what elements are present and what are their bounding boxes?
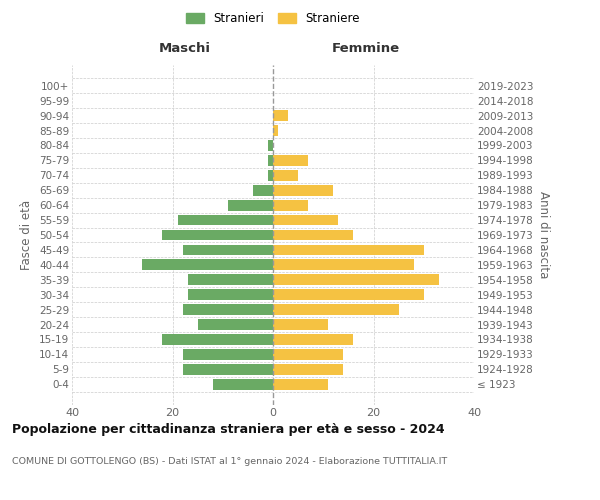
Bar	[182, 349, 273, 360]
Bar	[273, 230, 353, 240]
Bar	[188, 274, 273, 285]
Bar	[182, 364, 273, 374]
Text: Popolazione per cittadinanza straniera per età e sesso - 2024: Popolazione per cittadinanza straniera p…	[12, 422, 445, 436]
Y-axis label: Anni di nascita: Anni di nascita	[537, 192, 550, 278]
Bar	[212, 379, 273, 390]
Bar	[273, 244, 424, 256]
Bar	[273, 364, 343, 374]
Legend: Stranieri, Straniere: Stranieri, Straniere	[182, 8, 364, 28]
Bar	[273, 349, 343, 360]
Bar	[273, 274, 439, 285]
Bar	[273, 290, 424, 300]
Bar	[273, 304, 398, 315]
Bar	[273, 319, 328, 330]
Bar	[273, 170, 298, 180]
Bar	[273, 260, 414, 270]
Bar	[273, 200, 308, 210]
Bar	[268, 140, 273, 151]
Bar	[182, 244, 273, 256]
Text: Femmine: Femmine	[331, 42, 400, 55]
Bar	[142, 260, 273, 270]
Bar	[163, 230, 273, 240]
Bar	[163, 334, 273, 345]
Text: COMUNE DI GOTTOLENGO (BS) - Dati ISTAT al 1° gennaio 2024 - Elaborazione TUTTITA: COMUNE DI GOTTOLENGO (BS) - Dati ISTAT a…	[12, 458, 447, 466]
Text: Maschi: Maschi	[158, 42, 211, 55]
Bar	[273, 214, 338, 226]
Bar	[188, 290, 273, 300]
Bar	[253, 185, 273, 196]
Bar	[273, 155, 308, 166]
Bar	[273, 334, 353, 345]
Bar	[273, 185, 334, 196]
Y-axis label: Fasce di età: Fasce di età	[20, 200, 34, 270]
Bar	[182, 304, 273, 315]
Bar	[178, 214, 273, 226]
Bar	[268, 170, 273, 180]
Bar	[268, 155, 273, 166]
Bar	[273, 110, 288, 121]
Bar	[273, 125, 278, 136]
Bar	[228, 200, 273, 210]
Bar	[273, 379, 328, 390]
Bar	[197, 319, 273, 330]
